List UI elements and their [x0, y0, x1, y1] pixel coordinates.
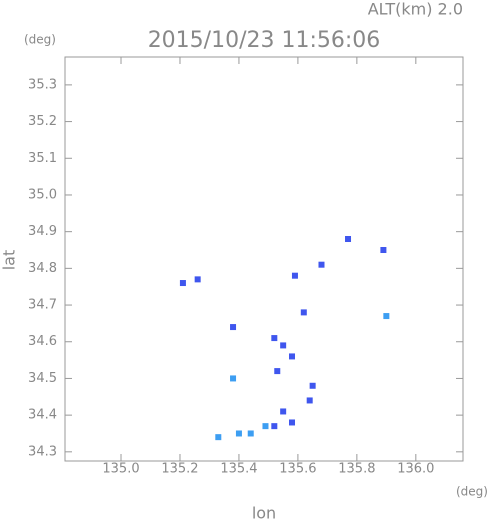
echo-cell [291, 272, 298, 279]
echo-cell [235, 430, 242, 437]
echo-cell [179, 280, 186, 287]
y-tick-label: 35.2 [28, 114, 57, 129]
y-tick-label: 34.5 [28, 371, 57, 386]
echo-cell [194, 276, 201, 283]
echo-cell [247, 430, 254, 437]
echo-cell [271, 335, 278, 342]
y-tick-label: 34.8 [28, 261, 57, 276]
y-tick-label: 35.1 [28, 151, 57, 166]
x-tick-label: 135.6 [279, 462, 316, 477]
echo-cell [289, 419, 296, 426]
echo-cell [380, 247, 387, 254]
echo-cell [230, 375, 237, 382]
plot-frame [64, 56, 464, 462]
y-tick-label: 34.9 [28, 224, 57, 239]
x-tick-label: 136.0 [397, 462, 434, 477]
x-axis-label: lon [252, 504, 276, 521]
echo-cell [300, 309, 307, 316]
echo-cell [318, 261, 325, 268]
echo-cell [274, 368, 281, 375]
echo-cell [383, 313, 390, 320]
echo-cell [309, 382, 316, 389]
x-tick-label: 135.2 [161, 462, 198, 477]
x-unit: (deg) [456, 485, 488, 499]
echo-cell [215, 434, 222, 441]
x-tick-label: 135.0 [102, 462, 139, 477]
y-tick-label: 35.3 [28, 77, 57, 92]
echo-cell [289, 353, 296, 360]
y-tick-label: 34.4 [28, 408, 57, 423]
chart-title: 2015/10/23 11:56:06 [148, 28, 381, 53]
y-tick-label: 34.7 [28, 298, 57, 313]
y-tick-label: 34.6 [28, 334, 57, 349]
y-unit: (deg) [24, 33, 56, 47]
y-axis-label: lat [0, 250, 19, 271]
echo-cell [306, 397, 313, 404]
echo-cell [262, 423, 269, 430]
subtitle: ALT(km) 2.0 [368, 0, 463, 19]
y-tick-label: 35.0 [28, 187, 57, 202]
echo-cell [230, 324, 237, 331]
echo-cell [345, 236, 352, 243]
echo-cell [280, 408, 287, 415]
echo-cell [271, 423, 278, 430]
x-tick-label: 135.8 [338, 462, 375, 477]
y-tick-label: 34.3 [28, 444, 57, 459]
echo-cell [280, 342, 287, 349]
x-tick-label: 135.4 [220, 462, 257, 477]
